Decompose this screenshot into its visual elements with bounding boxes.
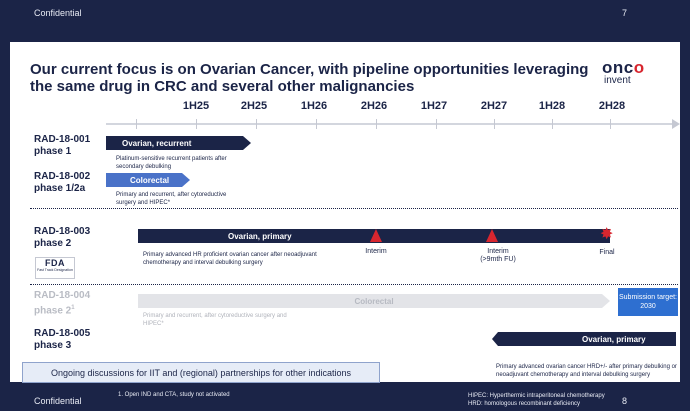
axis-tick bbox=[136, 119, 137, 129]
rad002-bar-label: Colorectal bbox=[130, 175, 170, 185]
row-separator bbox=[30, 284, 678, 285]
slide-canvas bbox=[10, 42, 680, 382]
period-1h25: 1H25 bbox=[182, 100, 210, 112]
rad003-label: RAD-18-003 phase 2 bbox=[34, 226, 90, 250]
rad002-phase: phase 1/2a bbox=[34, 183, 86, 194]
period-1h28: 1H28 bbox=[538, 100, 566, 112]
rad001-note: Platinum-sensitive recurrent patients af… bbox=[116, 156, 227, 170]
footer-abbr-hrd: HRD: homologous recombinant deficiency bbox=[468, 401, 581, 407]
timeline-header: 1H25 2H25 1H26 2H26 1H27 2H27 1H28 2H28 bbox=[178, 100, 638, 115]
submission-target-box: Submission target: 2030 bbox=[618, 288, 678, 316]
rad005-id: RAD-18-005 bbox=[34, 328, 91, 339]
rad001-bar: Ovarian, recurrent bbox=[106, 136, 251, 150]
rad001-id: RAD-18-001 bbox=[34, 134, 91, 145]
top-bar bbox=[0, 0, 690, 40]
axis-tick bbox=[436, 119, 437, 129]
milestone-final-star-icon: ✸ bbox=[600, 226, 614, 243]
header-confidential: Confidential bbox=[34, 8, 82, 18]
footer-abbreviations: HIPEC: Hyperthermic intraperitoneal chem… bbox=[468, 392, 605, 408]
rad003-note: Primary advanced HR proficient ovarian c… bbox=[143, 252, 317, 266]
axis-tick bbox=[196, 119, 197, 129]
fda-logo-icon: FDA bbox=[45, 258, 65, 268]
period-2h25: 2H25 bbox=[240, 100, 268, 112]
footer-confidential: Confidential bbox=[34, 396, 82, 406]
rad002-label: RAD-18-002 phase 1/2a bbox=[34, 171, 90, 195]
oncoinvent-logo: onco invent bbox=[602, 58, 664, 92]
rad005-note: Primary advanced ovarian cancer HRD+/- a… bbox=[496, 364, 677, 378]
axis-tick bbox=[376, 119, 377, 129]
period-2h26: 2H26 bbox=[360, 100, 388, 112]
footer-footnote: 1. Open IND and CTA, study not activated bbox=[118, 392, 230, 398]
rad001-label: RAD-18-001 phase 1 bbox=[34, 134, 90, 158]
ongoing-discussions-text: Ongoing discussions for IIT and (regiona… bbox=[51, 367, 351, 378]
row-separator bbox=[30, 208, 678, 209]
axis-tick bbox=[316, 119, 317, 129]
milestone-interim-label: Interim bbox=[365, 248, 387, 255]
rad004-bar-label: Colorectal bbox=[354, 296, 394, 306]
axis-tick bbox=[256, 119, 257, 129]
rad005-bar-label: Ovarian, primary bbox=[582, 334, 646, 344]
milestone-final-label: Final bbox=[599, 249, 615, 256]
fda-fast-track-badge: FDA Fast Track Designation bbox=[35, 257, 75, 279]
rad005-label: RAD-18-005 phase 3 bbox=[34, 328, 90, 352]
axis-arrow-icon bbox=[672, 119, 680, 129]
rad004-label: RAD-18-004 phase 21 bbox=[34, 290, 90, 317]
rad002-bar: Colorectal bbox=[106, 173, 190, 187]
period-2h27: 2H27 bbox=[480, 100, 508, 112]
fda-badge-text: Fast Track Designation bbox=[37, 268, 73, 272]
axis-tick bbox=[494, 119, 495, 129]
rad004-bar: Colorectal bbox=[138, 294, 610, 308]
logo-subtitle: invent bbox=[604, 75, 631, 86]
period-1h27: 1H27 bbox=[420, 100, 448, 112]
milestone-interim-marker bbox=[370, 229, 382, 242]
rad005-bar: Ovarian, primary bbox=[492, 332, 676, 346]
rad001-bar-label: Ovarian, recurrent bbox=[122, 138, 192, 148]
rad004-note: Primary and recurrent, after cytoreducti… bbox=[143, 313, 287, 327]
rad003-id: RAD-18-003 bbox=[34, 226, 91, 237]
rad002-id: RAD-18-002 bbox=[34, 171, 91, 182]
rad001-phase: phase 1 bbox=[34, 146, 72, 157]
slide-title: Our current focus is on Ovarian Cancer, … bbox=[30, 61, 589, 95]
axis-tick bbox=[552, 119, 553, 129]
rad003-phase: phase 2 bbox=[34, 238, 72, 249]
period-2h28: 2H28 bbox=[598, 100, 626, 112]
axis-tick bbox=[610, 119, 611, 129]
rad002-note: Primary and recurrent, after cytoreducti… bbox=[116, 192, 227, 206]
footer-page-number: 8 bbox=[622, 396, 628, 406]
logo-text-onc: onc bbox=[602, 58, 634, 77]
milestone-interim-9mth-marker bbox=[486, 229, 498, 242]
rad005-phase: phase 3 bbox=[34, 340, 72, 351]
rad004-id: RAD-18-004 bbox=[34, 290, 91, 301]
footer-abbr-hipec: HIPEC: Hyperthermic intraperitoneal chem… bbox=[468, 393, 605, 399]
rad004-phase: phase 2 bbox=[34, 305, 72, 317]
logo-text-o: o bbox=[633, 58, 645, 77]
rad004-footnote-ref: 1 bbox=[71, 305, 75, 311]
ongoing-discussions-box: Ongoing discussions for IIT and (regiona… bbox=[22, 362, 380, 383]
header-page-number: 7 bbox=[622, 8, 628, 18]
timeline-axis bbox=[106, 119, 678, 129]
submission-target-label: Submission target: 2030 bbox=[619, 294, 677, 310]
milestone-interim-9mth-label: Interim (>9mth FU) bbox=[480, 248, 516, 263]
period-1h26: 1H26 bbox=[300, 100, 328, 112]
rad003-bar-label: Ovarian, primary bbox=[228, 231, 292, 241]
